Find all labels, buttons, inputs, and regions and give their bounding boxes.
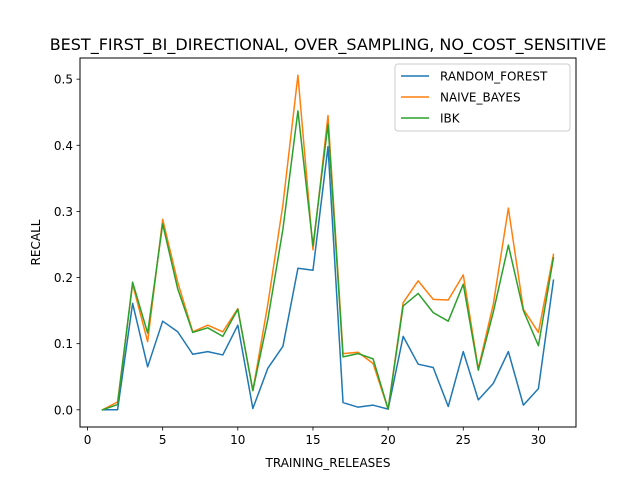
legend-box <box>394 63 571 132</box>
y-tick-label: 0.1 <box>54 337 73 351</box>
legend-label: RANDOM_FOREST <box>440 70 548 84</box>
y-tick-label: 0.4 <box>54 139 73 153</box>
series-layer <box>101 74 555 411</box>
x-tick-label: 25 <box>456 433 471 447</box>
legend: RANDOM_FOREST NAIVE_BAYES IBK <box>394 63 571 132</box>
x-tick-label: 15 <box>305 433 320 447</box>
plot-frame <box>79 57 577 428</box>
x-tick-label: 30 <box>531 433 546 447</box>
series-line-ibk <box>101 110 555 411</box>
y-tick-label: 0.0 <box>54 403 73 417</box>
y-tick-label: 0.5 <box>54 73 73 87</box>
x-tick-label: 10 <box>230 433 245 447</box>
y-axis: 0.0 0.1 0.2 0.3 0.4 0.5 <box>54 73 80 417</box>
x-tick-label: 20 <box>380 433 395 447</box>
x-axis-label: TRAINING_RELEASES <box>265 456 391 470</box>
legend-label: IBK <box>440 112 461 126</box>
y-tick-label: 0.2 <box>54 271 73 285</box>
chart-title: BEST_FIRST_BI_DIRECTIONAL, OVER_SAMPLING… <box>50 35 607 55</box>
x-tick-label: 0 <box>84 433 92 447</box>
y-axis-label: RECALL <box>29 219 43 265</box>
series-line-random-forest <box>101 145 555 411</box>
y-tick-label: 0.3 <box>54 205 73 219</box>
x-axis: 0 5 10 15 20 25 30 <box>84 427 546 447</box>
legend-label: NAIVE_BAYES <box>440 91 521 105</box>
x-tick-label: 5 <box>159 433 167 447</box>
